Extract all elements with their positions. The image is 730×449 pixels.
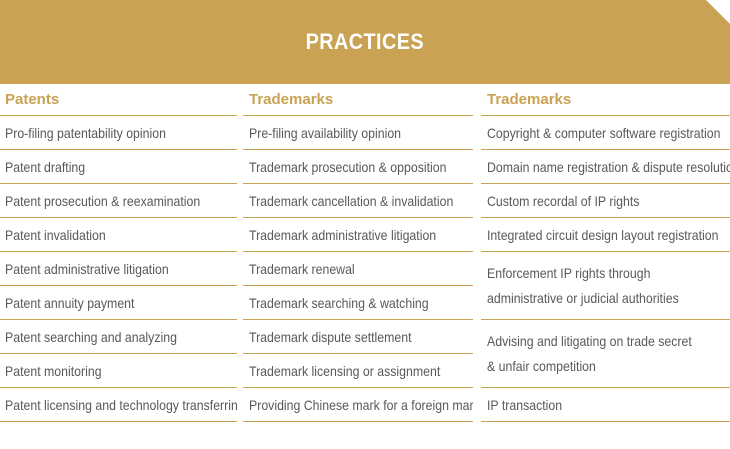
list-item: Trademark dispute settlement (243, 320, 473, 354)
list-item: Copyright & computer software registrati… (481, 116, 730, 150)
page-title: PRACTICES (305, 29, 425, 54)
trademarks-column: Trademarks Pre-filing availability opini… (243, 84, 473, 422)
list-item: Enforcement IP rights through administra… (481, 252, 730, 320)
list-item: Pro-filing patentability opinion (0, 116, 237, 150)
list-item: Trademark administrative litigation (243, 218, 473, 252)
list-item: Pre-filing availability opinion (243, 116, 473, 150)
list-item: Patent searching and analyzing (0, 320, 237, 354)
list-item: Providing Chinese mark for a foreign mar… (243, 388, 473, 422)
list-item: Patent licensing and technology transfer… (0, 388, 237, 422)
column-heading-third: Trademarks (481, 84, 730, 116)
list-item: Trademark licensing or assignment (243, 354, 473, 388)
list-item: Domain name registration & dispute resol… (481, 150, 730, 184)
list-item: Advising and litigating on trade secret … (481, 320, 730, 388)
list-item: Trademark searching & watching (243, 286, 473, 320)
list-item: Patent administrative litigation (0, 252, 237, 286)
list-item: Patent drafting (0, 150, 237, 184)
practices-banner: PRACTICES (0, 0, 730, 84)
patents-column: Patents Pro-filing patentability opinion… (0, 84, 237, 422)
list-item: Trademark prosecution & opposition (243, 150, 473, 184)
list-item: Trademark cancellation & invalidation (243, 184, 473, 218)
list-item: Patent prosecution & reexamination (0, 184, 237, 218)
list-item: Patent invalidation (0, 218, 237, 252)
list-item: Trademark renewal (243, 252, 473, 286)
column-heading-patents: Patents (0, 84, 237, 116)
column-heading-trademarks: Trademarks (243, 84, 473, 116)
list-item: Patent annuity payment (0, 286, 237, 320)
list-item: Patent monitoring (0, 354, 237, 388)
list-item: IP transaction (481, 388, 730, 422)
list-item: Integrated circuit design layout registr… (481, 218, 730, 252)
copyright-column: Trademarks Copyright & computer software… (481, 84, 730, 422)
banner-corner-cut (706, 0, 730, 24)
list-item: Custom recordal of IP rights (481, 184, 730, 218)
